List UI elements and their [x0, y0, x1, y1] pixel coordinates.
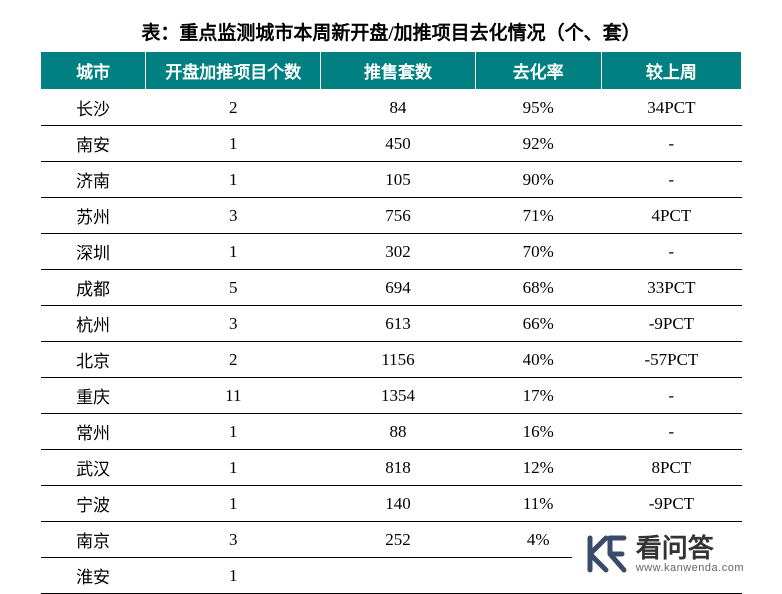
watermark-main-text: 看问答 — [636, 534, 744, 563]
cell-units: 1156 — [321, 342, 475, 378]
table-row: 南安 1 450 92% - — [41, 126, 742, 162]
cell-count: 1 — [146, 162, 321, 198]
cell-city: 南京 — [41, 522, 146, 558]
cell-units: 613 — [321, 306, 475, 342]
cell-rate: 66% — [475, 306, 601, 342]
table-row: 苏州 3 756 71% 4PCT — [41, 198, 742, 234]
cell-units: 302 — [321, 234, 475, 270]
cell-count: 1 — [146, 558, 321, 594]
cell-change: 33PCT — [601, 270, 741, 306]
cell-units: 756 — [321, 198, 475, 234]
cell-count: 5 — [146, 270, 321, 306]
cell-count: 1 — [146, 234, 321, 270]
cell-city: 长沙 — [41, 90, 146, 126]
table-row: 宁波 1 140 11% -9PCT — [41, 486, 742, 522]
cell-units: 1354 — [321, 378, 475, 414]
cell-rate: 90% — [475, 162, 601, 198]
cell-change: -9PCT — [601, 486, 741, 522]
header-rate: 去化率 — [475, 52, 601, 90]
table-header-row: 城市 开盘加推项目个数 推售套数 去化率 较上周 — [41, 52, 742, 90]
table-title: 表：重点监测城市本周新开盘/加推项目去化情况（个、套） — [40, 18, 742, 45]
cell-units — [321, 558, 475, 594]
cell-city: 南安 — [41, 126, 146, 162]
cell-count: 1 — [146, 414, 321, 450]
table-row: 成都 5 694 68% 33PCT — [41, 270, 742, 306]
cell-count: 1 — [146, 126, 321, 162]
cell-rate: 16% — [475, 414, 601, 450]
watermark-sub-text: www.kanwenda.com — [636, 562, 744, 574]
table-row: 常州 1 88 16% - — [41, 414, 742, 450]
data-table: 城市 开盘加推项目个数 推售套数 去化率 较上周 长沙 2 84 95% 34P… — [40, 51, 742, 594]
table-row: 重庆 11 1354 17% - — [41, 378, 742, 414]
watermark: 看问答 www.kanwenda.com — [572, 526, 752, 582]
cell-units: 88 — [321, 414, 475, 450]
table-row: 长沙 2 84 95% 34PCT — [41, 90, 742, 126]
table-row: 济南 1 105 90% - — [41, 162, 742, 198]
cell-rate: 95% — [475, 90, 601, 126]
header-count: 开盘加推项目个数 — [146, 52, 321, 90]
cell-change: - — [601, 378, 741, 414]
table-row: 杭州 3 613 66% -9PCT — [41, 306, 742, 342]
cell-rate: 17% — [475, 378, 601, 414]
cell-count: 11 — [146, 378, 321, 414]
cell-count: 3 — [146, 522, 321, 558]
cell-change: - — [601, 126, 741, 162]
cell-units: 105 — [321, 162, 475, 198]
watermark-logo-icon — [580, 530, 628, 578]
cell-city: 淮安 — [41, 558, 146, 594]
cell-change: - — [601, 162, 741, 198]
cell-change: 8PCT — [601, 450, 741, 486]
cell-city: 深圳 — [41, 234, 146, 270]
table-body: 长沙 2 84 95% 34PCT 南安 1 450 92% - 济南 1 10… — [41, 90, 742, 594]
cell-count: 1 — [146, 486, 321, 522]
cell-rate: 70% — [475, 234, 601, 270]
cell-city: 宁波 — [41, 486, 146, 522]
cell-rate: 11% — [475, 486, 601, 522]
header-units: 推售套数 — [321, 52, 475, 90]
cell-rate: 92% — [475, 126, 601, 162]
cell-rate: 40% — [475, 342, 601, 378]
cell-count: 3 — [146, 306, 321, 342]
cell-count: 1 — [146, 450, 321, 486]
table-row: 武汉 1 818 12% 8PCT — [41, 450, 742, 486]
cell-change: 34PCT — [601, 90, 741, 126]
cell-units: 252 — [321, 522, 475, 558]
cell-city: 苏州 — [41, 198, 146, 234]
table-row: 深圳 1 302 70% - — [41, 234, 742, 270]
cell-units: 450 — [321, 126, 475, 162]
cell-city: 常州 — [41, 414, 146, 450]
table-row: 北京 2 1156 40% -57PCT — [41, 342, 742, 378]
cell-change: -9PCT — [601, 306, 741, 342]
watermark-text: 看问答 www.kanwenda.com — [636, 534, 744, 575]
cell-city: 重庆 — [41, 378, 146, 414]
cell-change: 4PCT — [601, 198, 741, 234]
cell-count: 2 — [146, 90, 321, 126]
table-container: 表：重点监测城市本周新开盘/加推项目去化情况（个、套） 城市 开盘加推项目个数 … — [0, 0, 782, 594]
cell-rate: 71% — [475, 198, 601, 234]
cell-rate: 68% — [475, 270, 601, 306]
header-change: 较上周 — [601, 52, 741, 90]
cell-change: -57PCT — [601, 342, 741, 378]
cell-units: 140 — [321, 486, 475, 522]
cell-city: 武汉 — [41, 450, 146, 486]
cell-units: 818 — [321, 450, 475, 486]
cell-city: 成都 — [41, 270, 146, 306]
cell-units: 84 — [321, 90, 475, 126]
cell-change: - — [601, 234, 741, 270]
cell-units: 694 — [321, 270, 475, 306]
cell-city: 济南 — [41, 162, 146, 198]
cell-rate: 12% — [475, 450, 601, 486]
cell-count: 2 — [146, 342, 321, 378]
cell-city: 杭州 — [41, 306, 146, 342]
header-city: 城市 — [41, 52, 146, 90]
cell-count: 3 — [146, 198, 321, 234]
cell-city: 北京 — [41, 342, 146, 378]
cell-change: - — [601, 414, 741, 450]
